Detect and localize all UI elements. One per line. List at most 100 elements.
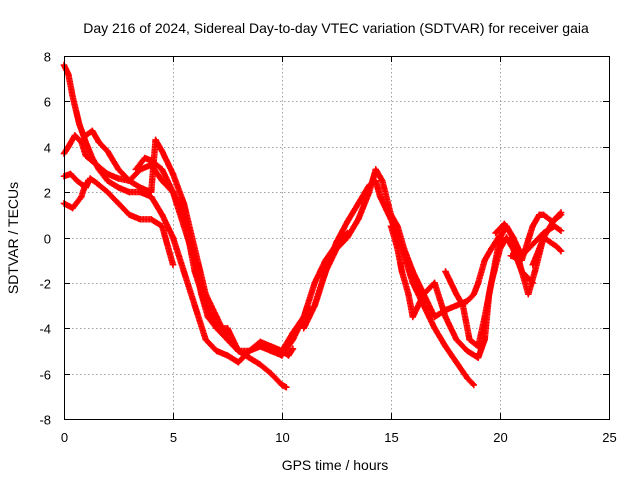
data-point <box>95 139 103 146</box>
series-sat-d <box>60 179 89 212</box>
data-point <box>394 222 401 230</box>
data-point <box>169 261 177 268</box>
data-point <box>459 302 467 309</box>
data-point <box>202 336 209 343</box>
data-point <box>431 325 438 332</box>
data-point <box>126 188 133 196</box>
data-point <box>224 352 231 359</box>
data-point <box>132 166 140 173</box>
data-point <box>475 279 482 287</box>
series-sat-f <box>132 154 242 355</box>
data-point <box>93 179 100 187</box>
data-point <box>387 211 395 219</box>
data-point <box>300 313 307 321</box>
data-point <box>180 200 188 207</box>
x-tick-label: 5 <box>170 430 177 445</box>
data-point <box>488 245 495 253</box>
data-point <box>553 243 560 250</box>
data-point <box>453 359 460 366</box>
data-point <box>278 381 286 389</box>
data-point <box>366 188 373 196</box>
data-point <box>104 170 111 178</box>
data-point <box>71 132 79 139</box>
data-point <box>213 313 220 321</box>
data-point <box>246 347 253 355</box>
data-point <box>557 247 565 255</box>
data-point <box>453 302 460 309</box>
data-point <box>86 175 94 182</box>
data-point <box>333 238 340 246</box>
data-point <box>529 241 536 248</box>
data-point <box>224 325 231 332</box>
data-point <box>137 216 144 223</box>
data-point <box>398 268 406 275</box>
data-point <box>405 291 412 298</box>
data-point <box>104 148 111 155</box>
data-point <box>76 120 83 128</box>
data-point <box>475 354 482 361</box>
data-point <box>235 347 242 355</box>
data-point <box>470 381 478 389</box>
y-tick-label: 0 <box>44 232 51 247</box>
data-point <box>69 204 76 212</box>
data-point <box>137 184 144 191</box>
y-tick-label: -6 <box>39 368 51 383</box>
data-point <box>191 302 198 309</box>
data-point <box>531 268 539 275</box>
series-sat-k <box>492 209 565 298</box>
y-tick-label: -4 <box>39 322 51 337</box>
data-point <box>488 279 495 287</box>
data-point <box>257 361 264 368</box>
data-point <box>267 343 275 350</box>
chart-title: Day 216 of 2024, Sidereal Day-to-day VTE… <box>83 20 589 36</box>
data-point <box>525 291 532 298</box>
data-point <box>464 297 471 305</box>
data-point <box>126 211 133 219</box>
x-tick-label: 10 <box>275 430 289 445</box>
data-point <box>169 170 177 178</box>
data-point <box>503 234 510 241</box>
data-point <box>141 154 148 162</box>
data-point <box>82 179 89 187</box>
y-tick-label: -2 <box>39 277 51 292</box>
data-point <box>246 354 253 361</box>
data-point <box>115 175 122 182</box>
x-tick-label: 0 <box>61 430 68 445</box>
data-point <box>65 70 72 78</box>
data-point <box>235 359 242 366</box>
plot-area <box>60 61 565 391</box>
data-point <box>115 184 122 191</box>
data-point <box>180 222 188 230</box>
data-point <box>492 229 499 237</box>
x-axis-label: GPS time / hours <box>282 457 389 473</box>
data-point <box>466 336 473 343</box>
data-point <box>420 302 427 309</box>
data-point <box>475 343 482 350</box>
data-point <box>148 216 155 223</box>
x-tick-label: 20 <box>493 430 507 445</box>
axis-ticks: 0 5 10 15 20 25 -8 -6 -4 -2 0 2 4 6 8 <box>39 50 616 446</box>
data-point <box>158 166 166 173</box>
data-point <box>453 291 460 298</box>
data-point <box>549 218 556 225</box>
series-sat-l <box>507 211 565 264</box>
data-point <box>213 347 220 355</box>
data-point <box>464 347 471 355</box>
data-point <box>78 193 85 200</box>
x-tick-label: 25 <box>602 430 616 445</box>
data-point <box>311 302 318 309</box>
data-point <box>372 166 379 173</box>
plot-frame <box>64 56 610 420</box>
data-point <box>311 279 318 287</box>
data-point <box>289 345 297 352</box>
x-tick-label: 15 <box>384 430 398 445</box>
data-point <box>300 325 307 332</box>
data-point <box>158 222 166 230</box>
data-point <box>224 336 231 343</box>
y-tick-label: 4 <box>44 141 51 156</box>
data-point <box>158 177 166 184</box>
data-point <box>529 261 536 268</box>
data-point <box>409 313 416 321</box>
data-point <box>540 234 547 241</box>
